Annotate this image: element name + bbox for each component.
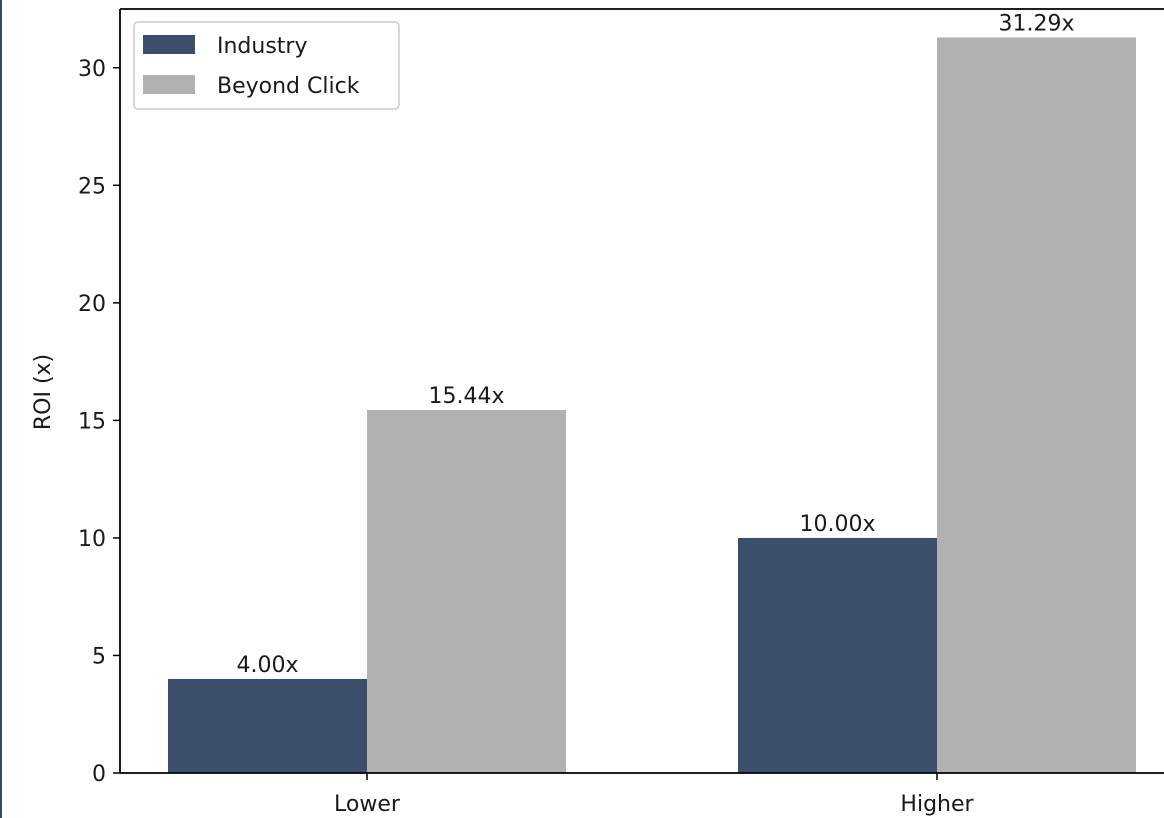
x-tick-label: Lower (334, 792, 401, 817)
y-tick-label: 0 (92, 762, 106, 787)
y-tick-label: 15 (78, 409, 106, 434)
legend: Industry Beyond Click (133, 21, 400, 110)
legend-swatch (143, 75, 195, 94)
bar-industry-lower (168, 678, 367, 773)
bar-beyond-click-lower (367, 410, 566, 773)
axes-group: Lower Higher 0 5 10 15 20 25 30 (78, 8, 1164, 817)
bar-industry-higher (738, 537, 937, 773)
legend-box (133, 21, 400, 110)
bar-labels-group: 4.00x 15.44x 10.00x 31.29x (236, 11, 1074, 678)
y-tick-label: 5 (92, 644, 106, 669)
bar-value-label: 15.44x (428, 384, 504, 409)
bar-beyond-click-higher (937, 37, 1136, 773)
bars-group (168, 37, 1136, 773)
bar-value-label: 10.00x (799, 512, 875, 537)
bar-value-label: 4.00x (236, 653, 298, 678)
y-tick-label: 25 (78, 174, 106, 199)
y-tick-label: 30 (78, 57, 106, 82)
y-tick-label: 10 (78, 527, 106, 552)
y-axis-label: ROI (x) (31, 354, 56, 430)
legend-label: Industry (217, 34, 308, 59)
legend-label: Beyond Click (217, 74, 360, 99)
x-tick-label: Higher (900, 792, 974, 817)
bar-value-label: 31.29x (998, 11, 1074, 36)
y-tick-label: 20 (78, 292, 106, 317)
legend-swatch (143, 35, 195, 54)
